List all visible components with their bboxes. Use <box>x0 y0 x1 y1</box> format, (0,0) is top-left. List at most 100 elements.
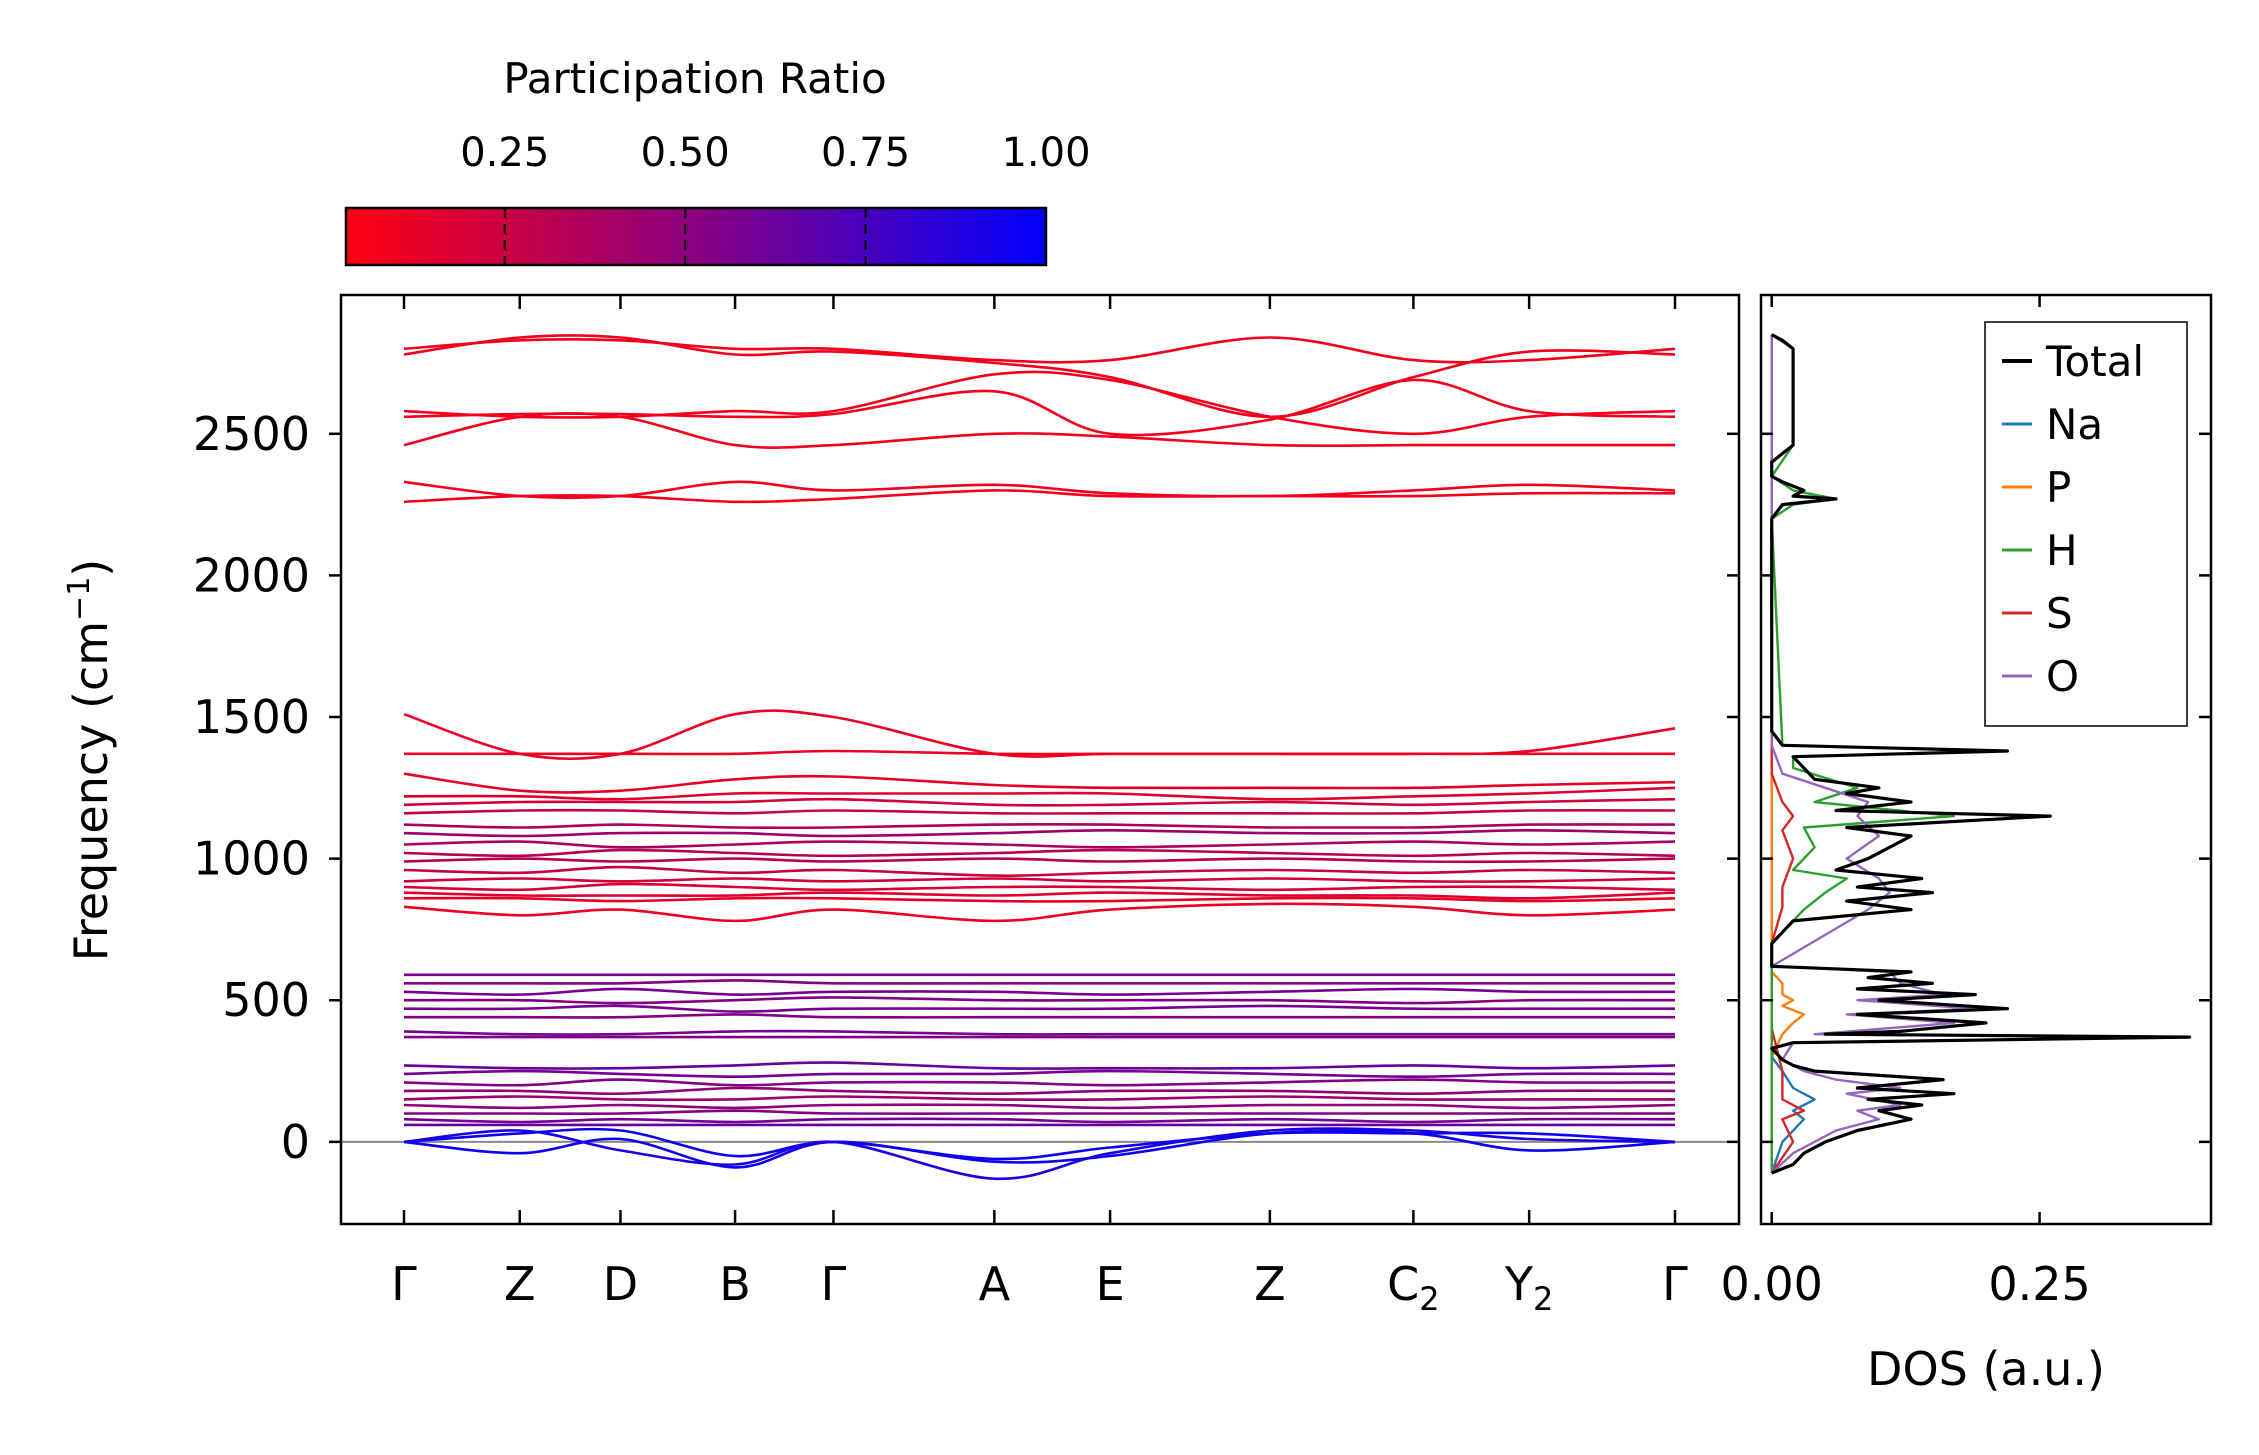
band-line <box>403 1117 1676 1124</box>
dos-y-ticks <box>1761 432 2211 1144</box>
k-point-label: C2 <box>1387 1257 1439 1318</box>
legend-label: O <box>2046 652 2079 701</box>
y-axis-label-end: ) <box>64 559 118 577</box>
legend-label: Total <box>2045 337 2144 386</box>
colorbar: Participation Ratio 0.25 0.50 0.75 1.00 <box>344 54 1091 267</box>
k-point-label: A <box>979 1257 1011 1311</box>
k-point-letter: Z <box>504 1257 536 1311</box>
band-line <box>403 1127 1676 1181</box>
band-line <box>403 823 1676 830</box>
dos-line-total <box>1770 333 2192 1175</box>
k-point-subscript: 2 <box>1419 1280 1439 1318</box>
band-line <box>403 1004 1675 1013</box>
band-line <box>403 877 1676 883</box>
band-line <box>403 808 1676 815</box>
colorbar-ticks: 0.25 0.50 0.75 1.00 <box>460 130 1091 265</box>
band-line <box>403 1103 1676 1110</box>
band-line <box>403 336 1676 364</box>
k-point-label: Γ <box>391 1257 417 1311</box>
colorbar-gradient <box>344 206 1048 267</box>
band-x-ticks: Γ Z D B Γ A E Z C2 Y2 Γ <box>391 295 1688 1318</box>
band-line <box>403 480 1676 500</box>
k-point-letter: Γ <box>391 1257 417 1311</box>
k-point-label: Z <box>1254 1257 1286 1311</box>
y-axis-label: Frequency (cm−1) <box>62 559 118 962</box>
band-line <box>403 489 1676 504</box>
band-line <box>403 334 1676 419</box>
k-point-label: Γ <box>821 1257 847 1311</box>
band-line <box>403 1061 1676 1070</box>
band-line <box>403 370 1676 436</box>
y-tick-label: 0 <box>281 1115 310 1169</box>
y-tick-label: 2000 <box>193 548 310 602</box>
band-line <box>404 979 1675 985</box>
k-point-label: B <box>719 1257 751 1311</box>
band-line <box>403 378 1676 437</box>
k-point-label: E <box>1096 1257 1125 1311</box>
y-tick-label: 1000 <box>193 832 310 886</box>
dos-x-ticks: 0.00 0.25 <box>1721 295 2091 1311</box>
colorbar-tick-label: 1.00 <box>1001 130 1090 176</box>
k-point-label: Y2 <box>1504 1257 1553 1318</box>
band-line <box>403 1078 1676 1087</box>
y-axis-label-sup: −1 <box>62 577 97 621</box>
band-line <box>403 996 1676 1005</box>
band-line <box>403 840 1676 849</box>
band-line <box>403 857 1676 864</box>
k-point-letter: E <box>1096 1257 1125 1311</box>
band-line <box>403 848 1676 858</box>
band-line <box>403 1069 1676 1079</box>
band-line <box>403 1029 1675 1036</box>
band-axes-frame <box>339 293 1741 1226</box>
band-line <box>403 797 1676 807</box>
band-lines <box>403 334 1676 1181</box>
dos-lines <box>1770 333 2192 1175</box>
band-line <box>403 709 1676 761</box>
k-point-letter: B <box>719 1257 751 1311</box>
y-tick-label: 500 <box>222 973 310 1027</box>
k-point-letter: Γ <box>821 1257 847 1311</box>
dos-x-tick-label: 0.25 <box>1988 1257 2090 1311</box>
k-point-label: Z <box>504 1257 536 1311</box>
colorbar-title: Participation Ratio <box>503 54 886 103</box>
band-line <box>403 1086 1676 1096</box>
band-line <box>403 891 1676 900</box>
legend-frame <box>1984 321 2188 727</box>
y-axis-label-main: Frequency (cm <box>64 621 118 961</box>
band-line <box>403 1129 1676 1169</box>
legend-label: Na <box>2046 400 2103 449</box>
band-line <box>403 902 1676 923</box>
dos-axes-frame <box>1759 293 2213 1226</box>
dos-line-s <box>1770 334 1806 1174</box>
band-line <box>403 882 1676 892</box>
colorbar-tick-label: 0.75 <box>821 130 910 176</box>
k-point-label: Γ <box>1662 1257 1688 1311</box>
k-point-label: D <box>603 1257 638 1311</box>
band-line <box>403 1109 1675 1116</box>
legend-label: S <box>2046 589 2073 638</box>
band-line <box>403 865 1676 877</box>
band-line <box>403 786 1676 801</box>
k-point-letter: C <box>1387 1257 1419 1311</box>
band-line <box>403 1095 1675 1102</box>
band-line <box>403 828 1676 838</box>
k-point-letter: D <box>603 1257 638 1311</box>
y-tick-label: 2500 <box>193 407 310 461</box>
k-point-letter: Z <box>1254 1257 1286 1311</box>
band-line <box>403 987 1676 996</box>
dos-line-p <box>1770 334 1806 1173</box>
legend-label: H <box>2046 526 2078 575</box>
band-y-ticks: 0 500 1000 1500 2000 2500 <box>193 407 1739 1169</box>
dos-x-tick-label: 0.00 <box>1721 1257 1823 1311</box>
band-line <box>403 412 1675 449</box>
band-line <box>403 896 1676 903</box>
dos-x-axis-label: DOS (a.u.) <box>1867 1342 2105 1396</box>
k-point-subscript: 2 <box>1533 1280 1553 1318</box>
k-point-letter: Γ <box>1662 1257 1688 1311</box>
y-tick-label: 1500 <box>193 690 310 744</box>
band-line <box>403 772 1676 794</box>
